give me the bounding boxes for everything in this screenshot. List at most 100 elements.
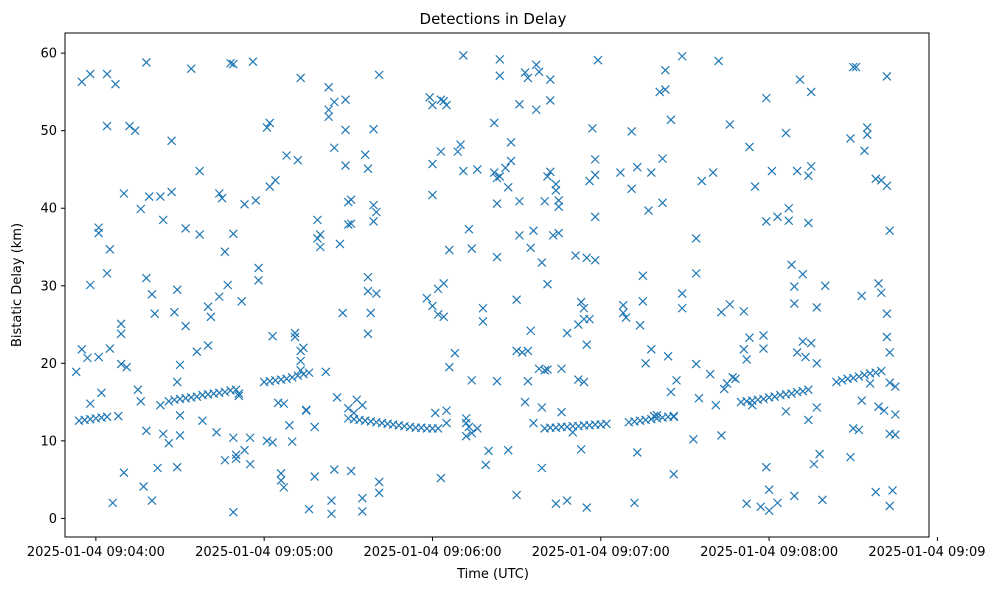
detection-point [515, 196, 524, 206]
detection-point [357, 506, 367, 516]
x-tick-label: 2025-01-04 09:09:00 [868, 545, 987, 560]
detection-point [192, 347, 202, 357]
detection-point [871, 368, 881, 378]
detection-point [512, 346, 522, 356]
detection-point [803, 218, 813, 228]
detection-point [125, 121, 134, 131]
x-axis-label: Time (UTC) [456, 567, 529, 582]
detection-point [761, 462, 771, 472]
detection-point [787, 389, 796, 398]
detection-point [787, 260, 796, 270]
detection-point [94, 352, 104, 362]
detection-point [865, 379, 875, 388]
detection-point [141, 58, 151, 67]
detection-point [374, 477, 384, 487]
detection-point [882, 71, 892, 81]
detection-point [573, 375, 583, 385]
detection-point [590, 212, 600, 222]
detection-point [214, 189, 224, 198]
detection-point [644, 206, 653, 215]
detection-point [439, 279, 449, 288]
detection-point [571, 251, 580, 260]
detection-point [579, 377, 589, 387]
detection-point [540, 196, 550, 206]
detection-point [329, 97, 339, 107]
detection-point [691, 234, 701, 243]
detection-point [228, 59, 238, 69]
detection-point [293, 155, 303, 165]
detection-point [871, 174, 881, 184]
detection-point [296, 365, 306, 375]
detection-point [282, 374, 292, 384]
detection-point [442, 100, 451, 110]
detection-point [885, 226, 895, 236]
detection-point [537, 258, 547, 267]
detection-point [789, 299, 799, 309]
detection-point [450, 348, 460, 358]
detection-point [616, 168, 625, 177]
detection-point [310, 472, 320, 481]
detection-point [537, 463, 547, 473]
detection-point [371, 207, 381, 217]
detection-point [461, 418, 471, 428]
detection-point [442, 418, 451, 428]
y-tick-label: 10 [40, 434, 57, 449]
detection-point [237, 296, 247, 306]
detection-point [374, 70, 384, 80]
detection-point [245, 433, 255, 443]
detection-point [781, 128, 791, 138]
detection-point [464, 422, 474, 432]
detection-point [428, 100, 437, 110]
detection-point [503, 445, 513, 455]
detection-point [467, 428, 477, 438]
detection-point [846, 452, 855, 462]
detection-point [649, 411, 659, 421]
detection-point [472, 165, 482, 174]
detection-point [130, 126, 140, 136]
detection-point [206, 312, 216, 322]
detection-point [122, 362, 132, 372]
detection-point [587, 123, 597, 133]
detection-point [167, 187, 177, 197]
detection-point [770, 392, 780, 402]
detection-point [195, 166, 205, 176]
detection-point [290, 332, 300, 342]
detection-point [562, 328, 572, 338]
detection-point [220, 247, 230, 257]
detection-point [876, 366, 886, 376]
detection-point [94, 223, 104, 233]
detection-point [329, 465, 339, 474]
detection-point [543, 279, 552, 289]
detection-point [632, 448, 642, 457]
detection-point [874, 279, 883, 288]
detection-point [520, 397, 530, 407]
detection-point [854, 425, 864, 435]
detection-point [660, 85, 670, 95]
detection-point [231, 385, 241, 395]
detection-point [711, 400, 721, 410]
detection-point [315, 242, 325, 252]
detection-point [198, 416, 207, 426]
detection-point [279, 399, 289, 409]
detection-point [240, 445, 249, 455]
detection-point [784, 203, 794, 213]
detection-point [369, 216, 378, 226]
detection-point [862, 130, 872, 139]
detection-point [660, 65, 670, 75]
detection-point [147, 496, 157, 505]
detection-point [102, 121, 112, 131]
detection-point [803, 385, 813, 395]
detection-point [461, 413, 471, 423]
detection-point [652, 410, 662, 420]
plot-frame [64, 32, 930, 538]
detection-point [812, 403, 822, 412]
detection-point [812, 358, 822, 368]
detection-point [335, 239, 345, 249]
detection-point [658, 198, 667, 208]
y-axis-label: Bistatic Delay (km) [10, 223, 25, 347]
detection-point [248, 57, 258, 67]
detection-point [265, 118, 275, 128]
detection-point [759, 394, 768, 404]
detection-point [529, 226, 538, 236]
detection-point [327, 509, 336, 519]
